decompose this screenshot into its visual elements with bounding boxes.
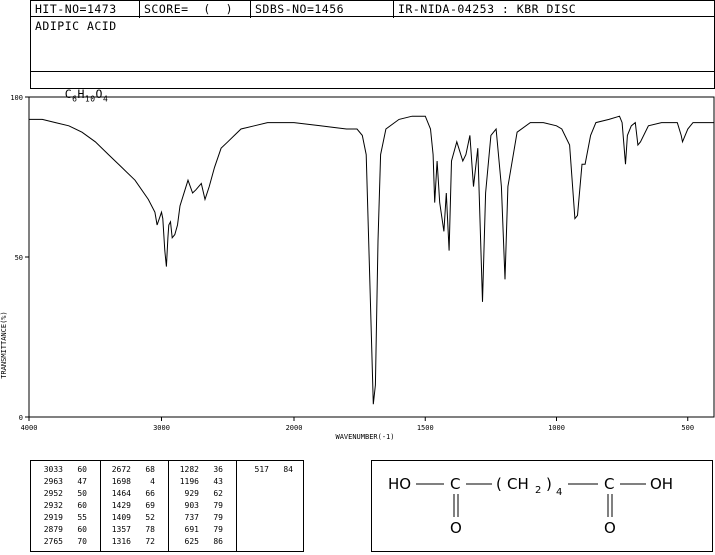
peak-transmittance: 4 <box>150 477 155 486</box>
paren-open: ( <box>496 475 502 493</box>
x-tick-label: 2000 <box>286 424 303 432</box>
hydroxyl-label: OH <box>650 475 673 493</box>
compound-divider <box>31 71 714 72</box>
peak-transmittance: 70 <box>77 537 87 546</box>
x-tick-label: 1500 <box>417 424 434 432</box>
peak-transmittance: 55 <box>77 513 87 522</box>
x-tick-label: 4000 <box>21 424 38 432</box>
y-axis-label: TRANSMITTANCE(%) <box>0 311 8 378</box>
oxygen-label: O <box>604 519 616 537</box>
peak-wavenumber: 2765 <box>43 537 63 546</box>
structure-box: HO C ( CH 2 ) 4 C OH O O <box>371 460 713 552</box>
header-divider <box>393 1 394 18</box>
peak-wavenumber: 2919 <box>43 513 63 522</box>
peak-wavenumber: 1429 <box>111 501 131 510</box>
table-divider <box>100 461 101 551</box>
peak-table: 3033 60 2963 47 2952 50 2932 60 2919 55 2879 60 2765… <box>30 460 304 552</box>
carbon-label: C <box>604 475 614 493</box>
peak-wavenumber: 929 <box>184 489 199 498</box>
carbon-label: C <box>450 475 460 493</box>
peak-wavenumber: 3033 <box>43 465 63 474</box>
peak-transmittance: 68 <box>145 465 155 474</box>
peak-wavenumber: 1464 <box>111 489 131 498</box>
molecular-formula: C6H10O4 <box>64 87 109 104</box>
peak-wavenumber: 2672 <box>111 465 131 474</box>
y-tick-label: 100 <box>10 94 23 102</box>
compound-name: ADIPIC ACID <box>35 19 117 33</box>
table-divider <box>236 461 237 551</box>
oxygen-label: O <box>450 519 462 537</box>
chart-axes <box>28 96 715 418</box>
peak-transmittance: 52 <box>145 513 155 522</box>
subscript-4: 4 <box>556 487 562 498</box>
plot-frame <box>28 96 715 418</box>
peak-wavenumber: 625 <box>184 537 199 546</box>
peak-transmittance: 43 <box>213 477 223 486</box>
peak-transmittance: 62 <box>213 489 223 498</box>
header-divider <box>139 1 140 18</box>
peak-transmittance: 47 <box>77 477 87 486</box>
peak-wavenumber: 2963 <box>43 477 63 486</box>
peak-transmittance: 50 <box>77 489 87 498</box>
peak-transmittance: 86 <box>213 537 223 546</box>
x-tick-label: 500 <box>681 424 694 432</box>
peak-transmittance: 60 <box>77 525 87 534</box>
peak-transmittance: 78 <box>145 525 155 534</box>
y-tick-label: 0 <box>19 414 23 422</box>
peak-transmittance: 79 <box>213 501 223 510</box>
structural-formula: HO C ( CH 2 ) 4 C OH O O <box>388 475 673 537</box>
hit-number: HIT-NO=1473 <box>35 2 117 16</box>
peak-wavenumber: 737 <box>184 513 199 522</box>
sdbs-number: SDBS-NO=1456 <box>255 2 345 16</box>
peak-transmittance: 84 <box>283 465 293 474</box>
x-tick-label: 1000 <box>548 424 565 432</box>
peak-wavenumber: 1282 <box>179 465 199 474</box>
peak-wavenumber: 1357 <box>111 525 131 534</box>
peak-transmittance: 72 <box>145 537 155 546</box>
peak-wavenumber: 1698 <box>111 477 131 486</box>
header-divider <box>250 1 251 18</box>
x-tick-label: 3000 <box>153 424 170 432</box>
peak-transmittance: 66 <box>145 489 155 498</box>
peak-wavenumber: 691 <box>184 525 199 534</box>
peak-transmittance: 79 <box>213 513 223 522</box>
peak-transmittance: 60 <box>77 465 87 474</box>
peak-transmittance: 60 <box>77 501 87 510</box>
peak-wavenumber: 2879 <box>43 525 63 534</box>
header-bar: HIT-NO=1473 SCORE= ( ) SDBS-NO=1456 IR-N… <box>30 0 715 18</box>
subscript-2: 2 <box>535 485 541 496</box>
table-divider <box>168 461 169 551</box>
peak-transmittance: 36 <box>213 465 223 474</box>
score: SCORE= ( ) <box>144 2 234 16</box>
peak-wavenumber: 903 <box>184 501 199 510</box>
peak-wavenumber: 1409 <box>111 513 131 522</box>
peak-wavenumber: 517 <box>254 465 269 474</box>
methylene-label: CH <box>507 475 529 493</box>
peak-transmittance: 69 <box>145 501 155 510</box>
peak-wavenumber: 1316 <box>111 537 131 546</box>
spectrum-line <box>29 115 714 405</box>
paren-close: ) <box>546 475 552 493</box>
ir-info: IR-NIDA-04253 : KBR DISC <box>398 2 577 16</box>
peak-wavenumber: 1196 <box>179 477 199 486</box>
hydroxyl-label: HO <box>388 475 411 493</box>
x-axis-label: WAVENUMBER(-1) <box>335 433 394 441</box>
peak-wavenumber: 2932 <box>43 501 63 510</box>
y-tick-label: 50 <box>15 254 23 262</box>
peak-wavenumber: 2952 <box>43 489 63 498</box>
peak-transmittance: 79 <box>213 525 223 534</box>
compound-box: ADIPIC ACID C6H10O4 <box>30 16 715 103</box>
